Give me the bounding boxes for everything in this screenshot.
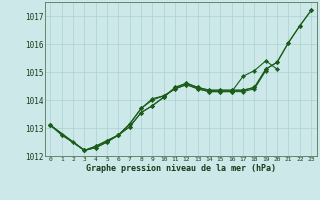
X-axis label: Graphe pression niveau de la mer (hPa): Graphe pression niveau de la mer (hPa) [86, 164, 276, 173]
